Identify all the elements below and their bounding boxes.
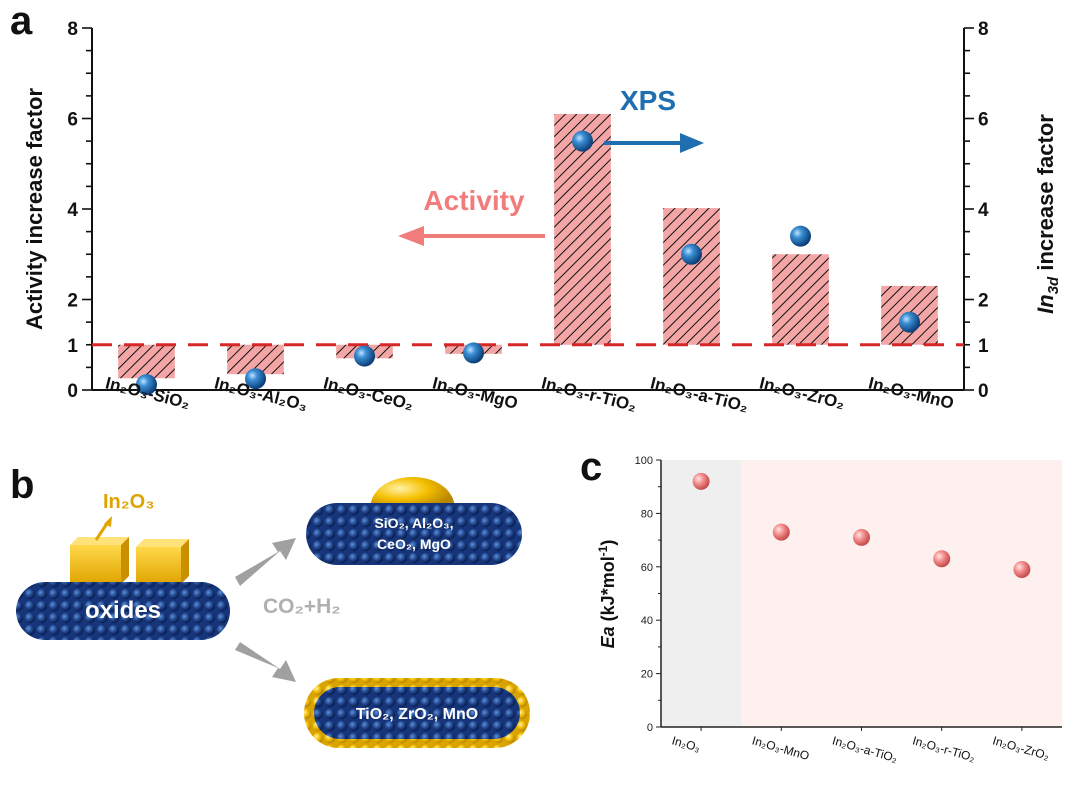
- panel-a-xps-points: [136, 130, 920, 396]
- category-label: In₂O₃-r-TiO₂: [540, 373, 639, 415]
- in2o3-pointer-line: [94, 521, 110, 541]
- category-label: In₂O₃-a-TiO₂: [649, 373, 751, 416]
- right-axis-title-rest: increase factor: [1033, 114, 1058, 277]
- panel-label-a: a: [10, 0, 33, 43]
- c-category-label: In₂O₃: [670, 733, 702, 754]
- xps-point: [572, 130, 593, 152]
- category-label: In₂O₃-MnO: [867, 373, 956, 413]
- left-axis-title: Activity increase factor: [22, 88, 47, 331]
- panel-c-ticks: 0 20 40 60 80 100: [635, 455, 1023, 734]
- c-category-label: In₂O₃-r-TiO₂: [911, 733, 977, 764]
- supported-region: [741, 460, 1062, 727]
- panel-label-c: c: [580, 445, 602, 489]
- c-tick-label: 0: [647, 722, 653, 734]
- gas-label: CO₂+H₂: [263, 595, 341, 618]
- ea-point: [933, 550, 951, 568]
- oxide-support-top: [306, 503, 522, 565]
- c-tick-label: 80: [641, 508, 653, 520]
- right-tick-label: 2: [978, 291, 989, 312]
- c-axis-title-rest: (kJ*mol: [598, 556, 618, 626]
- left-tick-label: 2: [67, 291, 78, 312]
- xps-point: [245, 368, 266, 390]
- c-axis-title: Ea (kJ*mol-1): [596, 540, 618, 649]
- reference-region: [661, 460, 742, 727]
- left-tick-label: 0: [67, 381, 78, 402]
- left-tick-label: 8: [67, 19, 78, 40]
- c-tick-label: 60: [641, 562, 653, 574]
- category-label: In₂O₃-MgO: [431, 373, 520, 413]
- c-tick-label: 40: [641, 615, 653, 627]
- c-axis-title-close: ): [598, 540, 618, 546]
- right-axis-title: In3d increase factor: [1033, 114, 1062, 314]
- right-axis-title-sub: 3d: [1045, 276, 1062, 294]
- activity-annotation: Activity: [423, 185, 525, 216]
- c-category-label: In₂O₃-ZrO₂: [991, 733, 1051, 763]
- arrow-up-right: [235, 538, 296, 586]
- oxides-label: oxides: [85, 597, 161, 624]
- panel-b-diagram: b In₂O₃ oxides CO₂+H₂ SiO₂, Al₂O₃, CeO₂,…: [10, 463, 530, 748]
- top-support-line-1: SiO₂, Al₂O₃,: [374, 515, 453, 531]
- right-tick-label: 8: [978, 19, 989, 40]
- in2o3-particle-top: [370, 477, 455, 510]
- panel-label-b: b: [10, 463, 34, 507]
- activity-bar: [772, 254, 829, 345]
- ea-point: [853, 528, 870, 546]
- left-tick-label: 4: [67, 200, 78, 221]
- in2o3-cube-right: [136, 539, 189, 584]
- panel-a-category-labels: In₂O₃-SiO₂ In₂O₃-Al₂O₃ In₂O₃-CeO₂ In₂O₃-MgO…: [104, 373, 956, 416]
- panel-a-bars: [118, 113, 938, 379]
- panel-a-chart: a 0 01 12 24 46 68 8 In₂O₃-SiO₂ In₂O₃-Al₂O₃ In₂O…: [10, 0, 1062, 416]
- bottom-support-label: TiO₂, ZrO₂, MnO: [356, 706, 478, 723]
- panel-c-points: [692, 472, 1031, 578]
- category-label: In₂O₃-ZrO₂: [758, 373, 847, 413]
- activity-arrow-head: [398, 226, 424, 246]
- xps-point: [681, 243, 702, 265]
- in2o3-cube-left: [70, 537, 129, 584]
- xps-point: [790, 225, 811, 247]
- xps-point: [354, 345, 375, 367]
- panel-c-category-labels: In₂O₃ In₂O₃-MnO In₂O₃-a-TiO₂ In₂O₃-r-TiO₂ In…: [670, 733, 1051, 765]
- category-label: In₂O₃-CeO₂: [322, 373, 416, 414]
- xps-point: [136, 374, 157, 396]
- top-support-line-2: CeO₂, MgO: [377, 536, 451, 552]
- activity-bar: [118, 344, 175, 379]
- c-tick-label: 100: [635, 455, 653, 467]
- right-tick-label: 1: [978, 336, 989, 357]
- left-tick-label: 6: [67, 110, 78, 131]
- right-tick-label: 0: [978, 381, 989, 402]
- xps-annotation: XPS: [620, 85, 676, 116]
- c-axis-title-italic: Ea: [598, 626, 618, 648]
- right-axis-title-italic: In: [1033, 294, 1058, 314]
- arrow-down-right: [235, 642, 296, 682]
- xps-arrow-head: [680, 133, 704, 153]
- c-category-label: In₂O₃-MnO: [750, 733, 810, 763]
- left-tick-label: 1: [67, 336, 78, 357]
- xps-point: [463, 342, 484, 364]
- ea-point: [1013, 560, 1031, 578]
- right-tick-label: 4: [978, 200, 989, 221]
- in2o3-pointer-head: [104, 516, 112, 527]
- ea-point: [772, 523, 790, 541]
- panel-a-ticks: 0 0 1 1 2 2 4 4 6 6 8 8: [67, 19, 989, 402]
- c-category-label: In₂O₃-a-TiO₂: [831, 733, 900, 765]
- c-tick-label: 20: [641, 669, 653, 681]
- activity-bar: [663, 208, 720, 345]
- xps-point: [899, 311, 920, 333]
- panel-c-chart: c 0 20 40 60 80 100 In₂O₃ In₂O₃-MnO In₂O₃-a-TiO…: [580, 445, 1062, 765]
- c-axis-title-sup: -1: [596, 545, 610, 556]
- oxide-support-bottom: [314, 687, 520, 739]
- oxide-support-left: [16, 582, 230, 640]
- in2o3-label: In₂O₃: [103, 491, 154, 513]
- ea-point: [692, 472, 710, 490]
- activity-bar: [554, 113, 611, 345]
- right-tick-label: 6: [978, 110, 989, 131]
